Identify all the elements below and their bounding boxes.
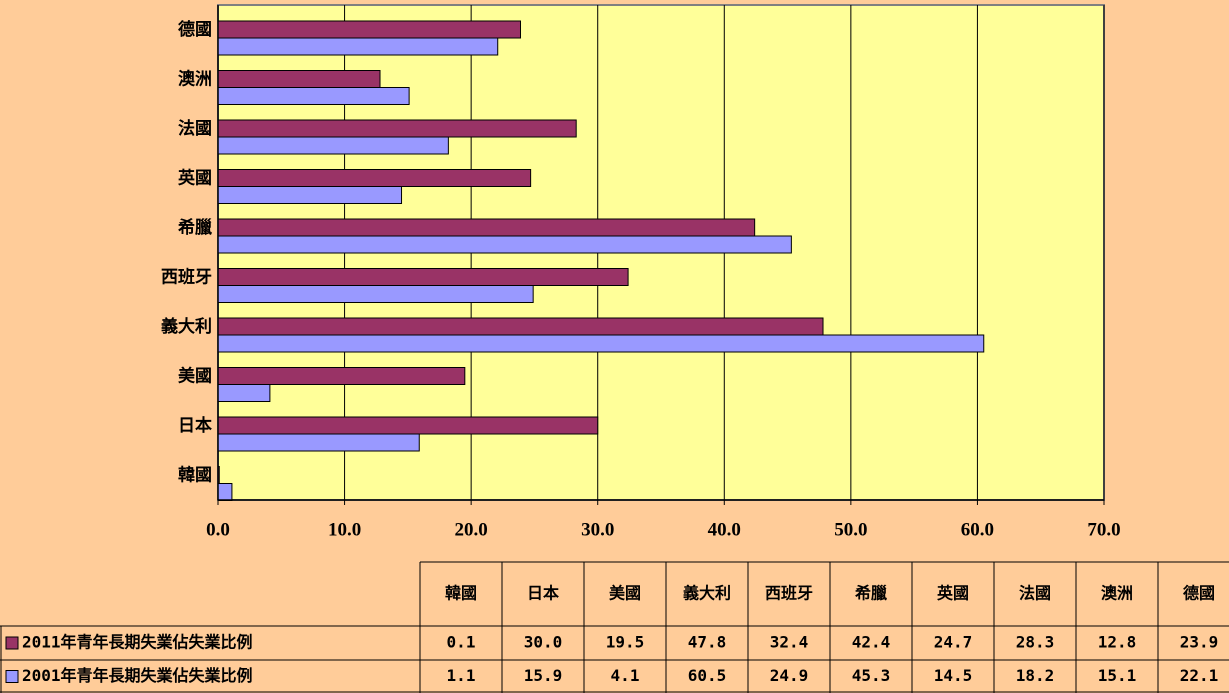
table-value: 14.5	[934, 666, 973, 685]
y-tick-label: 義大利	[161, 316, 212, 337]
x-tick-label: 60.0	[961, 519, 994, 540]
bar	[217, 119, 577, 138]
table-value: 15.1	[1098, 666, 1137, 685]
table-value: 19.5	[606, 633, 645, 652]
y-tick-label: 韓國	[178, 464, 212, 485]
table-value: 12.8	[1098, 633, 1137, 652]
table-header: 韓國	[445, 584, 477, 603]
y-tick-label: 英國	[178, 167, 212, 188]
bar	[217, 334, 985, 353]
table-header: 美國	[609, 584, 641, 603]
bar	[217, 70, 381, 88]
table-value: 47.8	[688, 633, 727, 652]
table-value: 4.1	[611, 666, 640, 685]
y-tick-label: 法國	[178, 118, 212, 139]
y-tick-label: 希臘	[178, 217, 212, 238]
table-value: 60.5	[688, 666, 727, 685]
x-tick-label: 70.0	[1087, 519, 1120, 540]
table-value: 45.3	[852, 666, 891, 685]
table-value: 42.4	[852, 633, 891, 652]
table-header: 澳洲	[1101, 584, 1133, 603]
table-value: 1.1	[447, 666, 476, 685]
x-tick-label: 30.0	[581, 519, 614, 540]
bar	[217, 136, 449, 155]
bar	[217, 384, 271, 402]
table-value: 22.1	[1180, 666, 1219, 685]
bar	[217, 433, 420, 452]
legend-label: 2011年青年長期失業佔失業比例	[22, 633, 253, 652]
table-value: 24.9	[770, 666, 809, 685]
table-header: 德國	[1183, 584, 1215, 603]
table-value: 32.4	[770, 633, 809, 652]
bar	[217, 20, 522, 39]
table-value: 30.0	[524, 633, 563, 652]
bar	[217, 317, 824, 336]
table-header: 西班牙	[765, 584, 813, 603]
y-tick-label: 美國	[178, 365, 212, 386]
bar	[217, 268, 629, 286]
bar	[217, 367, 466, 385]
table-header: 英國	[936, 584, 969, 603]
bar	[217, 37, 499, 56]
bar	[217, 285, 534, 303]
legend-swatch	[5, 636, 19, 650]
bar	[217, 483, 233, 501]
table-value: 23.9	[1180, 633, 1219, 652]
bar	[217, 87, 410, 105]
y-tick-label: 澳洲	[178, 68, 212, 89]
bar	[217, 186, 403, 204]
table-value: 18.2	[1016, 666, 1055, 685]
table-value: 0.1	[447, 633, 476, 652]
table-value: 28.3	[1016, 633, 1055, 652]
x-tick-label: 0.0	[206, 519, 230, 540]
legend-label: 2001年青年長期失業佔失業比例	[22, 666, 253, 685]
y-tick-label: 德國	[178, 19, 212, 40]
bar	[217, 416, 599, 435]
bar	[217, 169, 532, 187]
table-header: 日本	[527, 584, 559, 603]
y-tick-label: 日本	[178, 415, 212, 436]
bar	[217, 235, 792, 254]
x-tick-label: 20.0	[455, 519, 488, 540]
x-tick-label: 10.0	[328, 519, 361, 540]
table-value: 15.9	[524, 666, 563, 685]
y-tick-label: 西班牙	[161, 267, 212, 287]
legend-swatch	[5, 670, 19, 683]
table-header: 希臘	[855, 584, 887, 603]
x-tick-label: 50.0	[834, 519, 867, 540]
table-header: 義大利	[683, 584, 731, 603]
x-tick-label: 40.0	[708, 519, 741, 540]
table-header: 法國	[1019, 584, 1051, 603]
table-value: 24.7	[934, 633, 973, 652]
bar	[217, 218, 756, 237]
